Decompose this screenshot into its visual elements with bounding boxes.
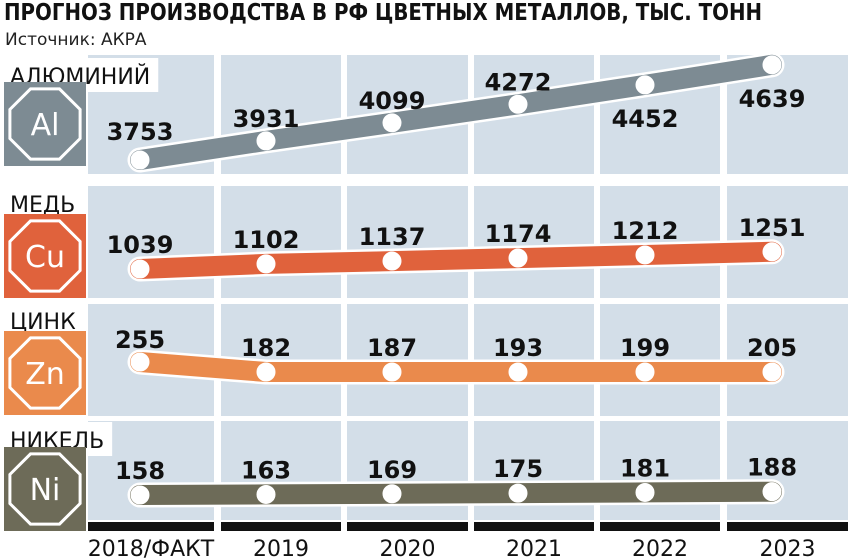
data-label: 199	[620, 334, 670, 362]
al-icon	[4, 82, 86, 166]
year-bar-segment	[347, 522, 468, 531]
data-label: 3753	[107, 118, 174, 146]
data-point	[256, 484, 276, 504]
x-tick-label: 2019	[253, 537, 309, 559]
data-label: 4639	[739, 85, 806, 113]
x-tick-label: 2020	[380, 537, 436, 559]
data-point	[382, 251, 402, 271]
element-symbol: Zn	[25, 357, 65, 392]
cu-icon	[4, 214, 86, 298]
data-point	[256, 362, 276, 382]
data-point	[508, 483, 528, 503]
octagon-outline	[8, 219, 82, 293]
x-tick-label: 2018/ФАКТ	[88, 537, 215, 559]
metal-name-label: ЦИНК	[10, 310, 76, 335]
x-tick-label: 2021	[506, 537, 562, 559]
data-label: 193	[493, 334, 543, 362]
data-label: 1039	[107, 231, 174, 259]
band-cell	[221, 186, 341, 298]
chart-source: Источник: АКРА	[5, 30, 147, 50]
data-label: 175	[493, 455, 543, 483]
data-point	[130, 352, 150, 372]
data-point	[508, 362, 528, 382]
data-point	[762, 482, 782, 502]
data-label: 182	[241, 334, 291, 362]
data-label: 1102	[233, 226, 300, 254]
data-label: 1212	[612, 217, 679, 245]
data-point	[382, 484, 402, 504]
data-label: 1251	[739, 214, 806, 242]
data-label: 187	[367, 334, 417, 362]
data-label: 169	[367, 456, 417, 484]
data-label: 4272	[485, 68, 552, 96]
data-point	[762, 55, 782, 75]
data-label: 4099	[359, 87, 426, 115]
data-label: 255	[115, 326, 165, 354]
element-symbol: Ni	[30, 473, 61, 508]
data-label: 163	[241, 456, 291, 484]
data-point	[256, 254, 276, 274]
octagon-outline	[8, 452, 82, 526]
series-line	[130, 481, 782, 505]
year-bar-segment	[727, 522, 848, 531]
data-point	[130, 485, 150, 505]
year-bar-segment	[221, 522, 341, 531]
data-label: 1174	[485, 220, 552, 248]
data-point	[130, 259, 150, 279]
data-label: 1137	[359, 223, 426, 251]
data-point	[508, 248, 528, 268]
data-point	[635, 482, 655, 502]
series-line	[130, 54, 782, 170]
data-point	[635, 245, 655, 265]
data-label: 181	[620, 454, 670, 482]
data-label: 205	[747, 334, 797, 362]
data-point	[762, 242, 782, 262]
x-tick-label: 2022	[632, 537, 688, 559]
octagon-outline	[8, 87, 82, 161]
data-point	[382, 113, 402, 133]
data-point	[635, 75, 655, 95]
element-symbol: Al	[31, 108, 60, 143]
x-tick-label: 2023	[760, 537, 816, 559]
year-bar-segment	[600, 522, 720, 531]
band-cell	[474, 186, 594, 298]
data-point	[508, 94, 528, 114]
data-point	[762, 362, 782, 382]
octagon-outline	[8, 336, 82, 410]
data-label: 4452	[612, 105, 679, 133]
data-label: 188	[747, 454, 797, 482]
zn-icon	[4, 331, 86, 415]
data-point	[382, 362, 402, 382]
metal-name-label: МЕДЬ	[10, 193, 75, 218]
year-bar-segment	[88, 522, 214, 531]
ni-icon	[4, 447, 86, 531]
data-point	[635, 362, 655, 382]
data-point	[256, 131, 276, 151]
band-cell	[347, 186, 468, 298]
element-symbol: Cu	[25, 240, 65, 275]
data-label: 158	[115, 457, 165, 485]
data-point	[130, 150, 150, 170]
year-bar-segment	[474, 522, 594, 531]
data-label: 3931	[233, 105, 300, 133]
chart-title: ПРОГНОЗ ПРОИЗВОДСТВА В РФ ЦВЕТНЫХ МЕТАЛЛ…	[4, 0, 763, 26]
series-line	[130, 352, 782, 382]
series-line	[130, 241, 782, 279]
